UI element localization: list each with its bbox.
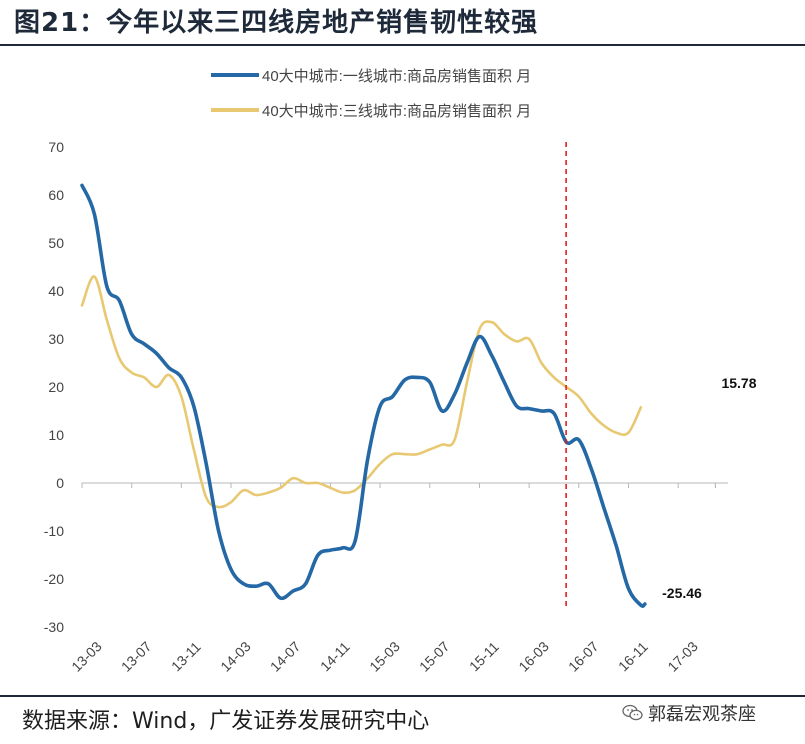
watermark: 郭磊宏观茶座: [622, 700, 756, 726]
legend-label-series-2: 40大中城市:三线城市:商品房销售面积 月: [262, 103, 531, 120]
source-note: 数据来源：Wind，广发证券发展研究中心: [22, 709, 430, 734]
y-tick-label: 0: [56, 475, 64, 491]
watermark-text: 郭磊宏观茶座: [648, 704, 756, 725]
x-tick-label: 14-11: [317, 638, 353, 674]
data-label-tier3-latest: 15.78: [721, 375, 756, 391]
x-tick-label: 15-07: [416, 638, 453, 675]
y-tick-label: -30: [44, 619, 64, 635]
y-tick-label: -10: [44, 523, 64, 539]
chart-title: 图21：今年以来三四线房地产销售韧性较强: [14, 8, 539, 38]
x-tick-label: 13-07: [118, 638, 155, 675]
y-tick-label: -20: [44, 571, 64, 587]
x-axis: 13-03 13-07 13-11 14-03 14-07 14-11 15-03 15-07…: [68, 482, 728, 675]
data-label-tier1-latest: -25.46: [662, 585, 702, 601]
wechat-icon: [622, 704, 643, 721]
x-tick-label: 17-03: [664, 638, 701, 675]
y-tick-label: 20: [48, 379, 64, 395]
series-line-tier1: [80, 183, 647, 608]
x-tick-label: 13-03: [68, 638, 105, 675]
x-tick-label: 15-11: [466, 638, 502, 674]
title-divider: [0, 44, 805, 46]
y-tick-label: 30: [48, 331, 64, 347]
y-tick-label: 60: [48, 187, 64, 203]
y-tick-label: 40: [48, 283, 64, 299]
x-tick-label: 16-11: [615, 638, 651, 674]
y-axis: 70 60 50 40 30 20 10 0 -10 -20 -30: [44, 139, 64, 635]
x-tick-label: 14-03: [217, 638, 254, 675]
x-tick-label: 15-03: [366, 638, 403, 675]
y-tick-label: 10: [48, 427, 64, 443]
legend: 40大中城市:一线城市:商品房销售面积 月 40大中城市:三线城市:商品房销售面…: [211, 68, 531, 120]
y-tick-label: 70: [48, 139, 64, 155]
x-tick-label: 13-11: [168, 638, 204, 674]
title-bar: 图21：今年以来三四线房地产销售韧性较强: [0, 0, 805, 44]
footer-divider: [0, 695, 805, 697]
series-line-tier3: [80, 275, 643, 509]
x-tick-label: 16-07: [565, 638, 602, 675]
line-chart: 40大中城市:一线城市:商品房销售面积 月 40大中城市:三线城市:商品房销售面…: [44, 68, 757, 675]
annotations: 15.78 -25.46: [565, 142, 757, 608]
x-tick-label: 16-03: [515, 638, 552, 675]
series-layer: [80, 183, 647, 608]
legend-label-series-1: 40大中城市:一线城市:商品房销售面积 月: [262, 68, 531, 85]
y-tick-label: 50: [48, 235, 64, 251]
x-tick-label: 14-07: [267, 638, 304, 675]
